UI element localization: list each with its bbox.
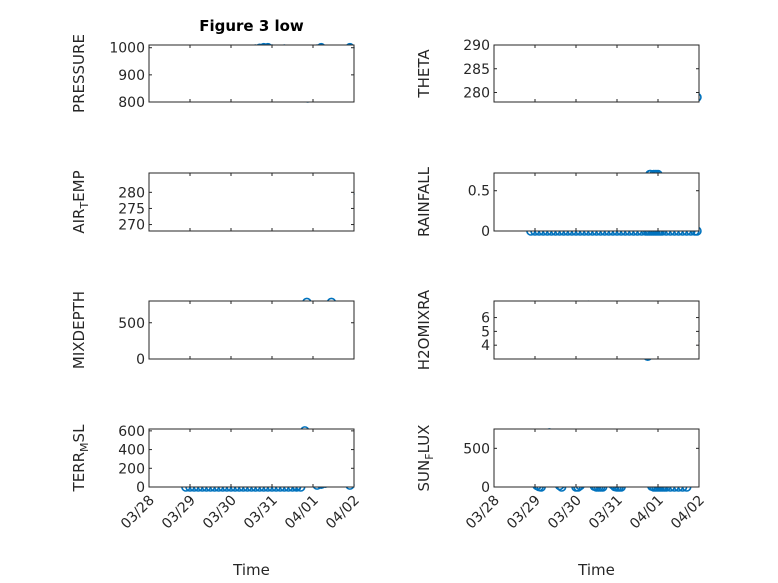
y-axis-label-rest: LUX bbox=[415, 425, 433, 454]
x-axis-label: Time bbox=[577, 561, 615, 579]
subplot-7: 03/28 03/29 03/30 03/31 04/01 04/02 0 200 400 600… bbox=[70, 424, 363, 579]
y-tick-label: 500 bbox=[118, 316, 145, 332]
y-axis-label: MIXDEPTH bbox=[70, 291, 88, 369]
y-tick-label: 290 bbox=[463, 38, 490, 54]
x-tick-label: 03/29 bbox=[159, 493, 199, 533]
y-tick-label: 6 bbox=[481, 311, 490, 327]
y-axis-label-main: SUN bbox=[415, 460, 433, 492]
x-tick-label: 04/01 bbox=[282, 493, 322, 533]
y-axis-label: H2OMIXRA bbox=[415, 289, 433, 370]
y-axis-label: RAINFALL bbox=[415, 166, 433, 237]
y-axis-label-rest: EMP bbox=[70, 170, 88, 201]
y-tick-label: 0.5 bbox=[468, 184, 490, 200]
axes-box bbox=[148, 172, 355, 232]
y-axis-label-subscript: M bbox=[78, 442, 91, 452]
x-tick-label: 04/02 bbox=[668, 493, 708, 533]
y-tick-label: 285 bbox=[463, 62, 490, 78]
y-tick-label: 0 bbox=[136, 352, 145, 368]
y-axis-label-main: PRESSURE bbox=[70, 34, 88, 113]
x-tick-label: 03/31 bbox=[586, 493, 626, 533]
y-tick-label: 0 bbox=[481, 224, 490, 240]
axes-box bbox=[148, 300, 355, 360]
x-tick-label: 03/28 bbox=[118, 493, 158, 533]
x-tick-label: 03/28 bbox=[463, 493, 503, 533]
x-axis-label: Time bbox=[232, 561, 270, 579]
axes-box bbox=[493, 428, 700, 488]
axes-box bbox=[493, 44, 700, 103]
subplot-2: 280 285 290 THETA bbox=[415, 38, 702, 103]
subplot-5: 0 500 MIXDEPTH bbox=[70, 291, 355, 369]
y-axis-label: AIRTEMP bbox=[70, 170, 91, 233]
x-tick-label: 03/30 bbox=[545, 493, 585, 533]
axes-box bbox=[148, 428, 355, 488]
y-axis-label-main: MIXDEPTH bbox=[70, 291, 88, 369]
y-tick-label: 800 bbox=[118, 95, 145, 111]
axes-box bbox=[493, 300, 700, 360]
y-tick-label: 270 bbox=[118, 218, 145, 234]
subplot-8: 03/28 03/29 03/30 03/31 04/01 04/02 0 500 SUNFLU… bbox=[415, 425, 708, 579]
subplot-4: 0 0.5 RAINFALL bbox=[415, 166, 702, 240]
y-axis-label-main: TERR bbox=[70, 452, 88, 493]
subplot-6: 456 H2OMIXRA bbox=[415, 289, 700, 370]
y-axis-label-subscript: T bbox=[78, 202, 91, 210]
y-tick-label: 400 bbox=[118, 443, 145, 459]
y-axis-label-rest: SL bbox=[70, 424, 88, 443]
x-tick-label: 03/31 bbox=[241, 493, 281, 533]
y-tick-label: 0 bbox=[136, 480, 145, 496]
x-tick-label: 03/30 bbox=[200, 493, 240, 533]
y-axis-label: SUNFLUX bbox=[415, 425, 436, 492]
axes-box bbox=[493, 172, 700, 232]
y-axis-label-main: RAINFALL bbox=[415, 166, 433, 237]
y-tick-label: 1000 bbox=[109, 41, 145, 57]
y-tick-label: 5 bbox=[481, 324, 490, 340]
y-tick-label: 280 bbox=[118, 185, 145, 201]
axes-box bbox=[148, 44, 355, 103]
y-tick-label: 275 bbox=[118, 201, 145, 217]
subplot-1: 800 900 1000 PRESSURE Figure 3 low bbox=[70, 17, 355, 113]
y-axis-label-main: H2OMIXRA bbox=[415, 289, 433, 370]
y-axis-label: PRESSURE bbox=[70, 34, 88, 113]
y-axis-label-subscript: F bbox=[423, 453, 436, 459]
y-tick-label: 200 bbox=[118, 461, 145, 477]
y-tick-label: 280 bbox=[463, 86, 490, 102]
chart-title: Figure 3 low bbox=[199, 17, 304, 35]
y-tick-label: 0 bbox=[481, 480, 490, 496]
y-axis-label: THETA bbox=[415, 49, 433, 99]
y-axis-label-main: AIR bbox=[70, 209, 88, 234]
y-axis-label: TERRMSL bbox=[70, 424, 91, 493]
y-tick-label: 500 bbox=[463, 441, 490, 457]
y-tick-label: 900 bbox=[118, 68, 145, 84]
y-tick-label: 600 bbox=[118, 424, 145, 440]
x-tick-label: 04/01 bbox=[627, 493, 667, 533]
y-axis-label-main: THETA bbox=[415, 49, 433, 99]
x-tick-label: 04/02 bbox=[323, 493, 363, 533]
x-tick-label: 03/29 bbox=[504, 493, 544, 533]
y-tick-label: 4 bbox=[481, 338, 490, 354]
